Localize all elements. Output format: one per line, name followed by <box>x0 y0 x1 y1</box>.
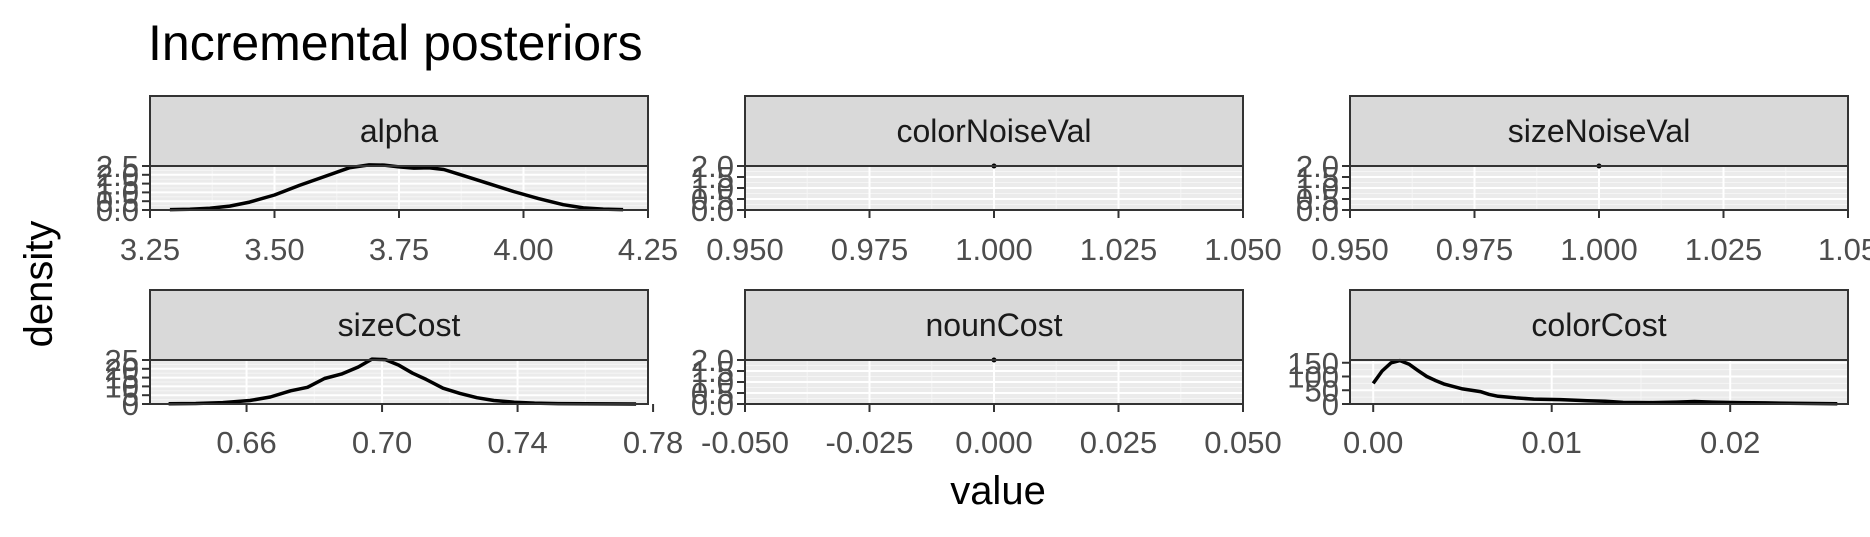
x-tick-label: 0.975 <box>831 232 909 267</box>
x-tick-label: 0.70 <box>352 425 412 460</box>
y-axis-title: density <box>17 221 61 348</box>
y-tick-label: 1.0 <box>1296 171 1339 206</box>
facet-strip <box>744 95 1244 167</box>
facet-label: colorCost <box>1531 307 1666 343</box>
y-tick-label: 10 <box>105 369 139 404</box>
y-tick-label: 5 <box>122 378 139 413</box>
facet-label: nounCost <box>926 307 1063 343</box>
x-tick-label: 0.00 <box>1343 425 1403 460</box>
y-tick-label: 25 <box>105 343 139 378</box>
y-tick-label: 0.5 <box>96 184 139 219</box>
y-tick-label: 1.5 <box>96 167 139 202</box>
y-tick-label: 50 <box>1305 373 1339 408</box>
x-tick-label: 3.75 <box>369 232 429 267</box>
y-tick-label: 2.0 <box>96 158 139 193</box>
x-tick-label: -0.025 <box>826 425 914 460</box>
y-tick-label: 0.0 <box>691 193 734 228</box>
facet-panel-colorNoiseVal: colorNoiseVal 0.950 0.975 1.000 1.025 1.050 0.… <box>691 95 1282 267</box>
y-tick-label: 2.0 <box>691 149 734 184</box>
x-tick-label: 0.78 <box>623 425 683 460</box>
y-tick-label: 0 <box>1322 387 1339 422</box>
y-tick-label: 1.5 <box>1296 160 1339 195</box>
y-tick-label: 2.0 <box>1296 149 1339 184</box>
facet-strip <box>149 95 649 167</box>
x-tick-label: 0.025 <box>1080 425 1158 460</box>
x-tick-label: 0.950 <box>706 232 784 267</box>
x-tick-label: 0.66 <box>216 425 276 460</box>
y-tick-label: 2.5 <box>96 149 139 184</box>
y-tick-label: 0.0 <box>1296 193 1339 228</box>
x-tick-label: 0.01 <box>1522 425 1582 460</box>
y-tick-label: 100 <box>1287 360 1339 395</box>
density-line-colorCost <box>1371 358 1838 406</box>
panel-border <box>1349 359 1849 405</box>
y-tick-label: 0.5 <box>1296 182 1339 217</box>
x-tick-label: 3.25 <box>120 232 180 267</box>
x-tick-label: 1.050 <box>1204 232 1282 267</box>
chart-title: Incremental posteriors <box>148 15 643 71</box>
facet-label: colorNoiseVal <box>896 113 1091 149</box>
x-tick-label: 0.950 <box>1311 232 1389 267</box>
x-axis-title: value <box>950 469 1046 513</box>
y-tick-label: 1.5 <box>691 160 734 195</box>
x-tick-label: 3.50 <box>244 232 304 267</box>
x-tick-label: 0.000 <box>955 425 1033 460</box>
facet-strip <box>1349 95 1849 167</box>
x-tick-label: 4.25 <box>618 232 678 267</box>
y-tick-label: 1.5 <box>691 354 734 389</box>
facet-panel-sizeNoiseVal: sizeNoiseVal 0.950 0.975 1.000 1.025 1.05 0.00… <box>1296 95 1870 267</box>
panel-border <box>149 359 649 405</box>
y-tick-label: 0.0 <box>96 193 139 228</box>
y-tick-label: 20 <box>105 352 139 387</box>
x-tick-label: 0.975 <box>1436 232 1514 267</box>
facet-panel-nounCost: nounCost -0.050 -0.025 0.000 0.025 0.050 0.00.… <box>691 289 1282 460</box>
facet-label: alpha <box>360 113 439 149</box>
x-tick-label: 4.00 <box>493 232 553 267</box>
facet-strip <box>149 289 649 361</box>
x-tick-label: 1.025 <box>1685 232 1763 267</box>
x-tick-label: 1.000 <box>1560 232 1638 267</box>
facet-label: sizeNoiseVal <box>1508 113 1691 149</box>
y-tick-label: 2.0 <box>691 343 734 378</box>
y-tick-label: 0 <box>122 387 139 422</box>
y-tick-label: 0.0 <box>691 387 734 422</box>
y-tick-label: 15 <box>105 361 139 396</box>
facet-label: sizeCost <box>338 307 461 343</box>
y-tick-label: 150 <box>1287 346 1339 381</box>
x-tick-label: 1.05 <box>1818 232 1870 267</box>
facet-strip <box>1349 289 1849 361</box>
facet-panel-alpha: alpha 3.25 3.50 3.75 4.00 4.25 0.00.51.01.52.0… <box>96 95 678 267</box>
y-tick-label: 0.5 <box>691 182 734 217</box>
y-tick-label: 0.5 <box>691 376 734 411</box>
y-tick-label: 1.0 <box>691 171 734 206</box>
x-tick-label: 1.000 <box>955 232 1033 267</box>
x-tick-label: 0.74 <box>487 425 547 460</box>
x-tick-label: 0.050 <box>1204 425 1282 460</box>
x-tick-label: -0.050 <box>701 425 789 460</box>
x-tick-label: 1.025 <box>1080 232 1158 267</box>
y-tick-label: 1.0 <box>96 175 139 210</box>
x-tick-label: 0.02 <box>1700 425 1760 460</box>
facet-strip <box>744 289 1244 361</box>
y-tick-label: 1.0 <box>691 365 734 400</box>
